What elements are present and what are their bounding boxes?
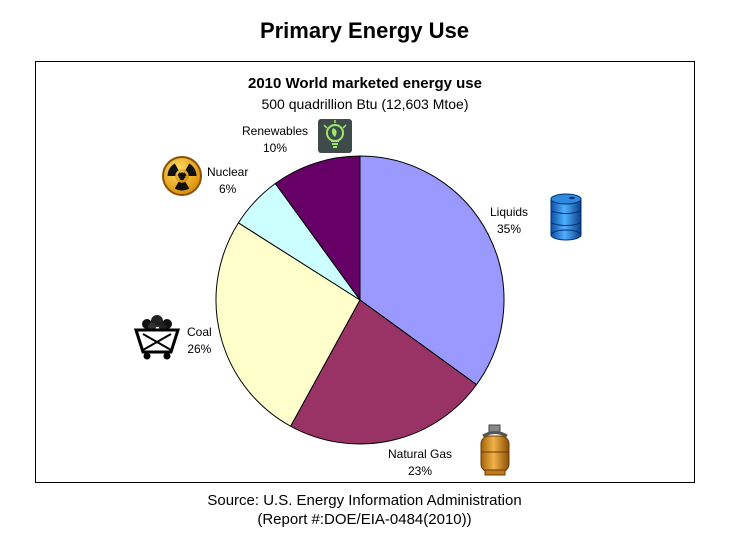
gas-cylinder-icon [480, 424, 510, 476]
pie-slice-natural-gas [289, 299, 478, 445]
label-renewables: Renewables 10% [242, 123, 308, 157]
pie-slice-coal [215, 222, 361, 427]
label-coal: Coal 26% [187, 324, 212, 358]
label-renewables-name: Renewables [242, 124, 309, 138]
label-natural-gas-name: Natural Gas [388, 447, 453, 461]
lightbulb-leaf-icon [318, 119, 352, 153]
label-nuclear: Nuclear 6% [207, 164, 248, 198]
pie-slice-renewables [274, 155, 361, 302]
label-renewables-percent: 10% [263, 141, 288, 155]
label-coal-name: Coal [187, 325, 212, 339]
source-line-2: (Report #:DOE/EIA-0484(2010)) [257, 511, 472, 528]
oil-barrel-icon [550, 193, 582, 241]
page-title: Primary Energy Use [259, 18, 470, 43]
label-liquids: Liquids 35% [490, 204, 528, 238]
chart-subtitle: 500 quadrillion Btu (12,603 Mtoe) [261, 96, 469, 112]
label-natural-gas: Natural Gas 23% [388, 446, 452, 480]
radiation-icon [162, 156, 202, 196]
chart-title: 2010 World marketed energy use [248, 75, 482, 92]
label-liquids-percent: 35% [497, 222, 522, 236]
coal-cart-icon [133, 315, 181, 360]
source-note: Source: U.S. Energy Information Administ… [0, 491, 729, 529]
label-coal-percent: 26% [187, 342, 212, 356]
label-liquids-name: Liquids [490, 205, 529, 219]
label-nuclear-name: Nuclear [207, 165, 249, 179]
pie-slice-liquids [359, 155, 505, 386]
label-nuclear-percent: 6% [219, 182, 237, 196]
source-line-1: Source: U.S. Energy Information Administ… [207, 492, 522, 509]
label-natural-gas-percent: 23% [408, 464, 433, 478]
